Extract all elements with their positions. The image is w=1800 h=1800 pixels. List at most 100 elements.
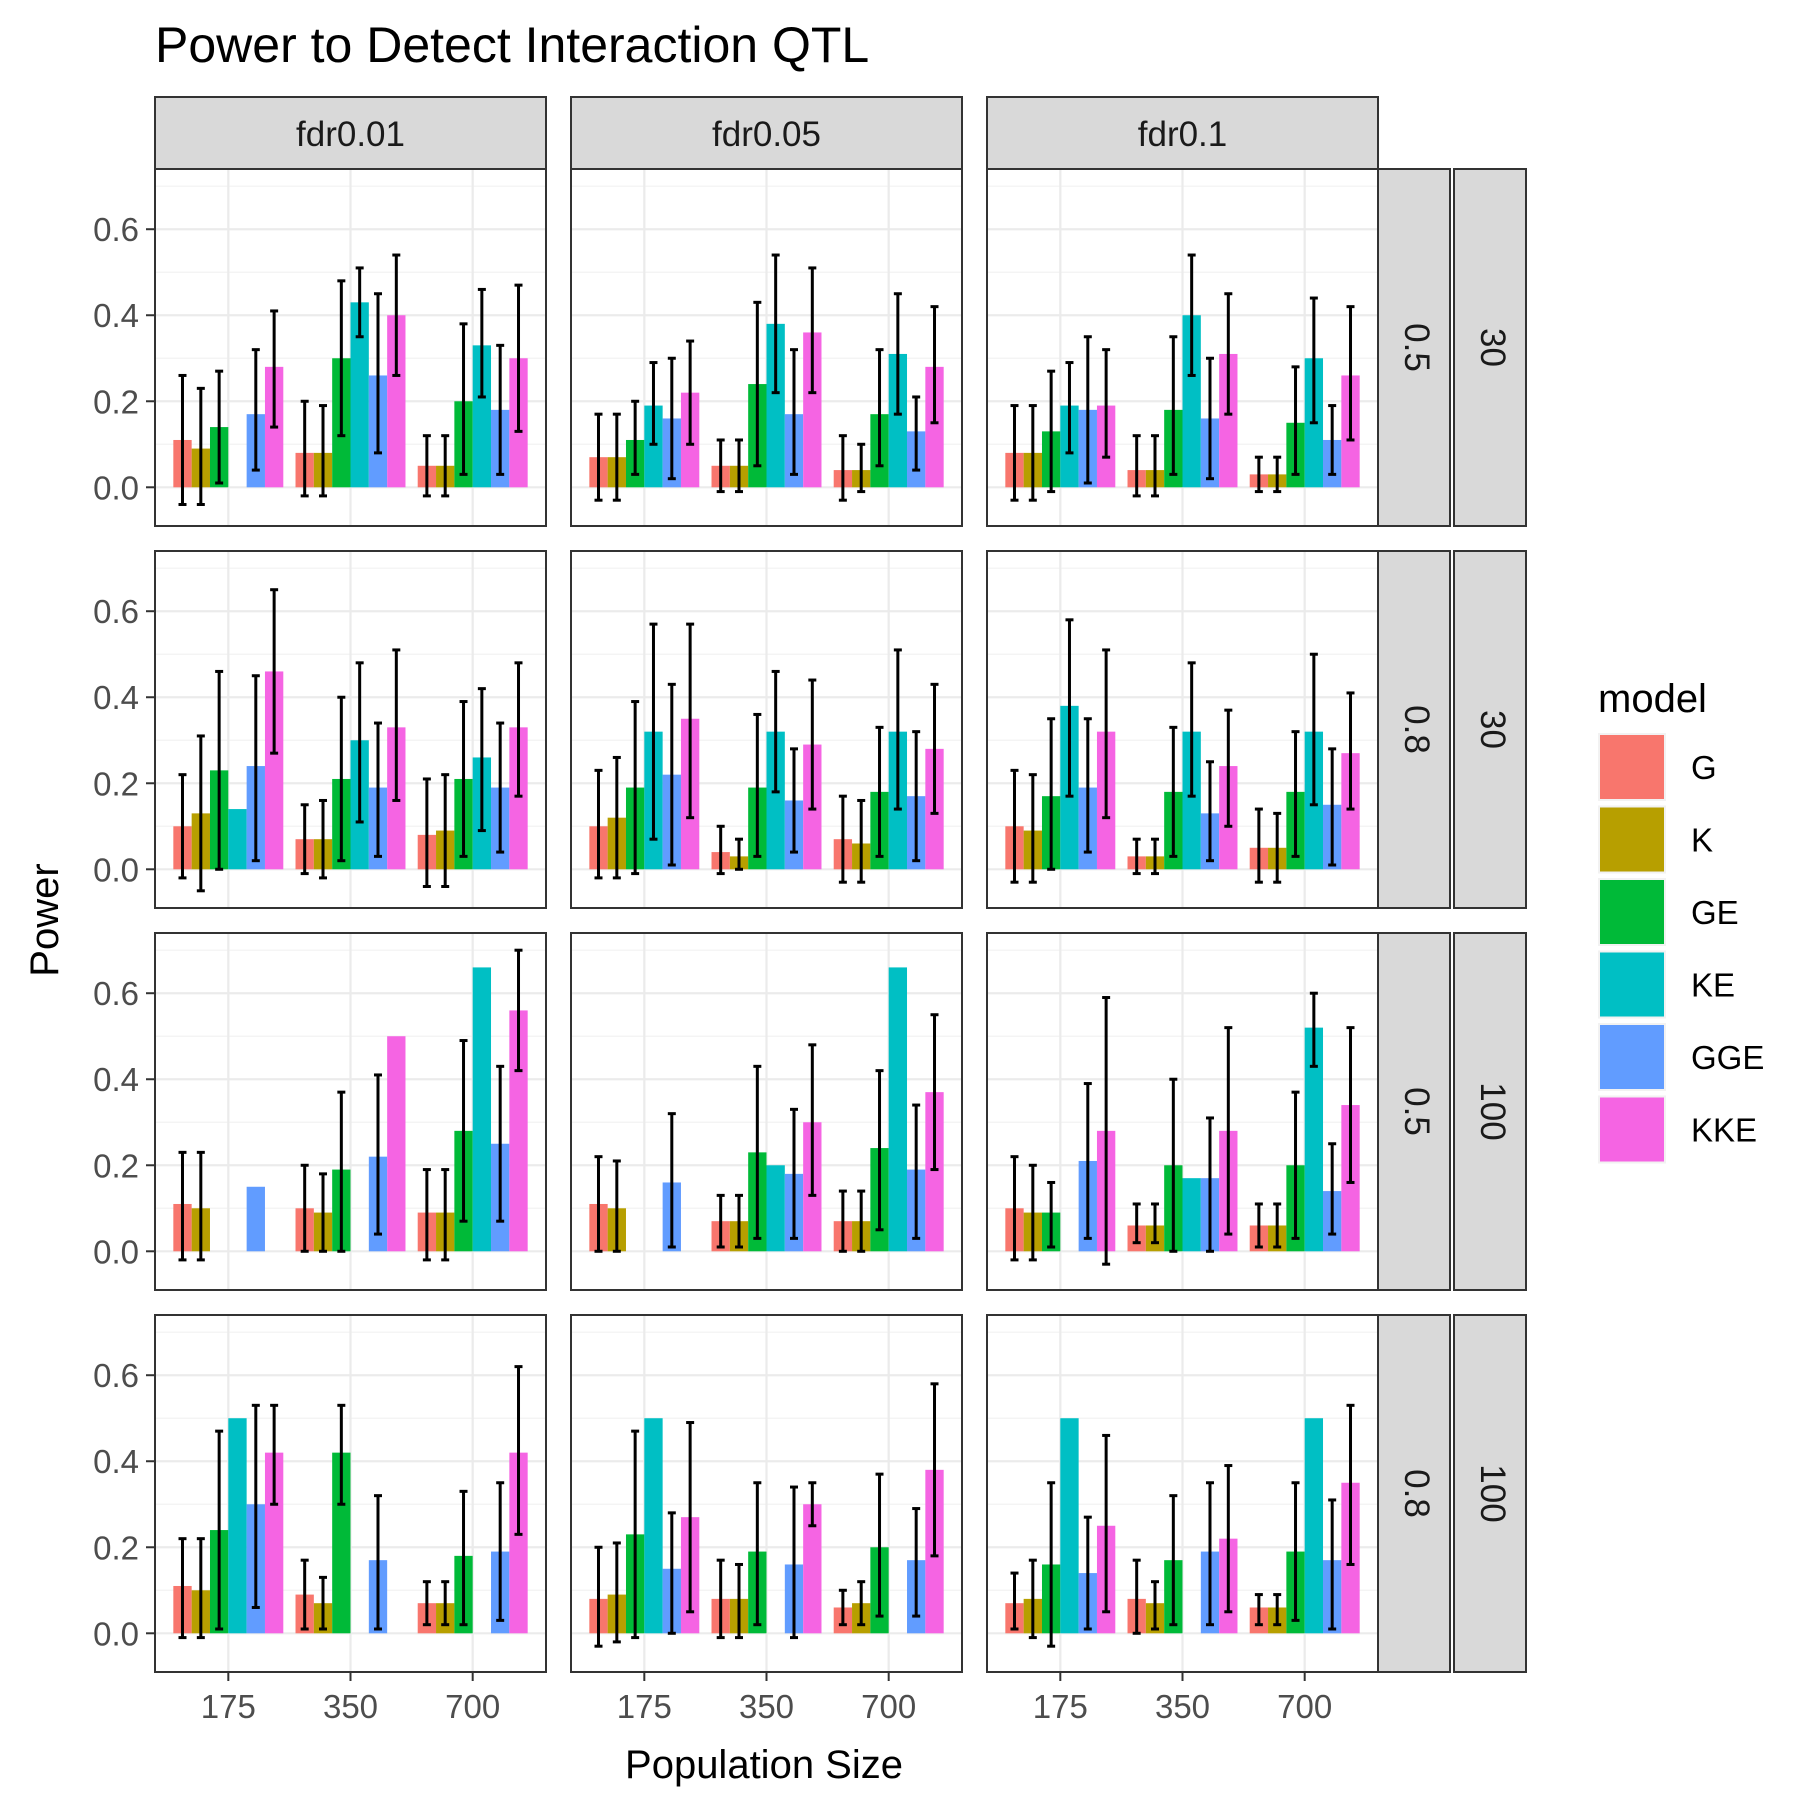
legend-label: K — [1691, 822, 1713, 859]
error-bar — [1010, 1155, 1019, 1262]
error-bar — [1047, 717, 1056, 871]
error-bar — [857, 798, 866, 884]
error-bar — [875, 1069, 884, 1232]
legend-item: GE — [1598, 878, 1739, 946]
error-bar — [355, 661, 364, 824]
strip-background — [1377, 168, 1451, 527]
error-bar — [1132, 837, 1141, 876]
error-bar — [1083, 1515, 1092, 1631]
error-bar — [337, 695, 346, 863]
x-tick-label: 700 — [1277, 1688, 1332, 1725]
bar — [509, 727, 528, 870]
y-tick-label: 0.0 — [93, 469, 139, 506]
error-bar — [422, 777, 431, 888]
error-bar — [270, 1403, 279, 1506]
error-bar — [1273, 455, 1282, 494]
bar — [387, 1036, 406, 1252]
error-bar — [686, 339, 695, 446]
error-bar — [930, 305, 939, 425]
strip-background — [1453, 932, 1527, 1291]
chart-title: Power to Detect Interaction QTL — [155, 17, 869, 73]
legend: model GK GE KE GGE KKE — [1598, 677, 1764, 1164]
error-bar — [838, 1189, 847, 1253]
y-tick-label: 0.4 — [93, 297, 139, 334]
bar — [766, 731, 785, 870]
y-tick-label: 0.0 — [93, 851, 139, 888]
error-bar — [857, 442, 866, 494]
column-strip: fdr0.1 — [986, 96, 1379, 170]
strip-background — [1377, 1314, 1451, 1673]
bar — [803, 1504, 822, 1634]
error-bar — [1102, 996, 1111, 1266]
error-bar — [649, 361, 658, 446]
error-bar — [1169, 335, 1178, 476]
error-bar — [667, 356, 676, 481]
error-bar — [441, 773, 450, 888]
error-bar — [594, 412, 603, 502]
row-strip-label: 30 — [1473, 710, 1512, 749]
error-bar — [1291, 1090, 1300, 1240]
legend-label: KE — [1691, 967, 1735, 1004]
error-bar — [1346, 1403, 1355, 1566]
error-bar — [251, 1403, 260, 1609]
row-strip: 30 — [1453, 168, 1527, 527]
row-strip-label: 0.8 — [1397, 1469, 1436, 1518]
bar — [644, 1418, 663, 1634]
error-bar — [594, 768, 603, 880]
error-bar — [808, 1481, 817, 1528]
bar — [264, 671, 284, 870]
error-bar — [1205, 760, 1214, 863]
error-bar — [1028, 1558, 1037, 1640]
panel — [570, 550, 963, 909]
error-bar — [716, 1193, 725, 1249]
error-bar — [196, 1150, 205, 1262]
error-bar — [649, 622, 658, 841]
error-bar — [1346, 1026, 1355, 1184]
error-bar — [319, 798, 328, 880]
error-bar — [1083, 717, 1092, 854]
error-bar — [337, 279, 346, 438]
panel: 175 350 700 — [986, 1314, 1379, 1725]
error-bar — [1010, 404, 1019, 502]
error-bar — [1151, 1580, 1160, 1631]
error-bar — [319, 1172, 328, 1253]
bar — [888, 967, 908, 1252]
panel — [986, 168, 1379, 527]
panel-border — [154, 932, 547, 1291]
y-axis-label: Power — [23, 863, 67, 976]
bar — [332, 1452, 351, 1634]
bar — [766, 1165, 785, 1252]
error-bar — [1065, 361, 1074, 455]
bar — [1219, 353, 1238, 488]
bar — [472, 967, 492, 1252]
error-bar — [1065, 618, 1074, 798]
panel: 0.0 0.2 0.4 0.6 — [93, 932, 547, 1291]
error-bar — [1328, 747, 1337, 867]
error-bar — [270, 309, 279, 429]
panel — [570, 932, 963, 1291]
error-bar — [1187, 253, 1196, 377]
error-bar — [1102, 648, 1111, 820]
strip-background — [154, 96, 547, 170]
error-bar — [735, 837, 744, 871]
error-bar — [1132, 1202, 1141, 1245]
error-bar — [319, 404, 328, 498]
error-bar — [789, 1107, 798, 1240]
error-bar — [1309, 652, 1318, 807]
error-bar — [514, 1365, 523, 1536]
error-bar — [753, 1064, 762, 1240]
error-bar — [337, 1403, 346, 1506]
panel-border — [570, 550, 963, 909]
error-bar — [1224, 708, 1233, 828]
row-strip-label: 0.5 — [1397, 1087, 1436, 1136]
error-bar — [178, 1150, 187, 1262]
panel: 0.0 0.2 0.4 0.6 — [93, 168, 547, 527]
error-bar — [441, 1168, 450, 1262]
bar — [888, 353, 908, 488]
bar — [1182, 315, 1201, 488]
error-bar — [251, 674, 260, 863]
error-bar — [1028, 1163, 1037, 1262]
error-bar — [612, 1541, 621, 1644]
error-bar — [1309, 296, 1318, 425]
